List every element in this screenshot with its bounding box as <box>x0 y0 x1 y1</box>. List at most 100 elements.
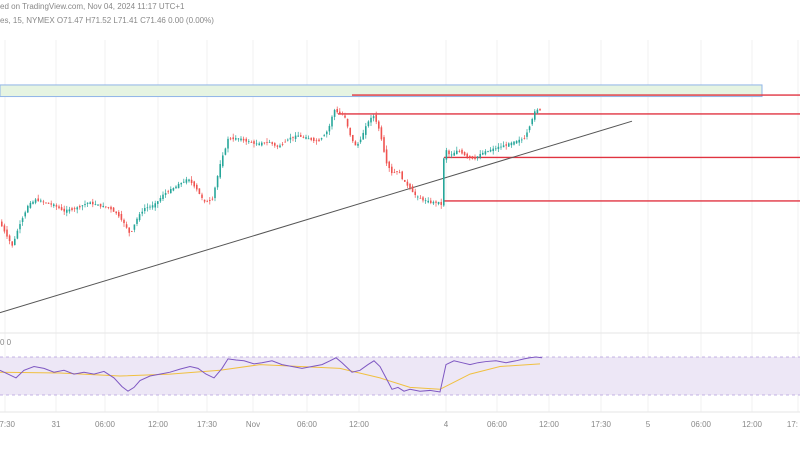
candle <box>242 136 245 143</box>
candle <box>84 200 86 208</box>
candle <box>383 135 385 153</box>
candle <box>422 196 424 203</box>
candle <box>396 171 398 175</box>
candle <box>453 150 455 156</box>
candle <box>435 200 437 207</box>
candle <box>313 136 315 144</box>
candle <box>263 142 266 145</box>
candle <box>71 206 73 212</box>
candle <box>458 149 461 153</box>
candle <box>352 134 354 143</box>
candle <box>8 234 11 245</box>
candle <box>417 195 419 201</box>
candle <box>274 142 276 148</box>
candle <box>151 201 154 210</box>
candle <box>232 133 234 142</box>
candle <box>237 137 240 142</box>
candle <box>37 194 39 202</box>
candle <box>466 152 468 159</box>
candle <box>513 141 515 146</box>
candle <box>284 139 286 143</box>
candle <box>336 106 338 114</box>
candle <box>159 195 162 203</box>
x-tick-label: 17:30 <box>197 420 218 429</box>
candle <box>203 199 206 204</box>
candle <box>253 139 255 148</box>
x-tick-label: 17:30 <box>0 420 16 429</box>
candle <box>6 226 8 239</box>
candle <box>68 206 71 214</box>
candle <box>346 118 349 129</box>
candle <box>1 219 3 227</box>
candle <box>469 155 471 161</box>
x-tick-label: 06:00 <box>691 420 712 429</box>
candle <box>110 205 112 213</box>
candle <box>323 133 325 137</box>
candle <box>123 218 125 227</box>
candle <box>349 127 351 137</box>
candle <box>294 132 297 142</box>
candle <box>497 143 500 152</box>
candle <box>209 197 211 205</box>
candle <box>430 197 432 205</box>
candle <box>414 188 416 198</box>
candle <box>141 208 143 217</box>
candle <box>222 152 224 168</box>
candle <box>276 144 279 150</box>
candle <box>365 122 367 139</box>
candle <box>367 120 370 128</box>
candle <box>333 108 336 121</box>
candle <box>206 199 208 203</box>
x-tick-label: 06:00 <box>95 420 116 429</box>
rsi-ma-line <box>0 363 541 390</box>
candle <box>536 108 539 115</box>
candle <box>105 206 107 209</box>
candle <box>432 200 435 206</box>
candle <box>328 123 331 136</box>
x-tick-label: 4 <box>444 420 449 429</box>
candle <box>331 115 333 130</box>
candle <box>63 205 65 215</box>
candle <box>120 210 123 222</box>
candle <box>198 188 201 195</box>
candle <box>133 224 136 233</box>
candle <box>406 179 409 189</box>
candle <box>409 182 411 191</box>
candle <box>229 137 232 141</box>
symbol-ohlc-line: es, 15, NYMEX O71.47 H71.52 L71.41 C71.4… <box>0 16 214 25</box>
candle <box>34 198 37 205</box>
candle <box>456 146 458 155</box>
candle <box>448 149 450 158</box>
candle <box>437 201 440 206</box>
candle <box>11 241 13 248</box>
x-tick-label: 12:00 <box>349 420 370 429</box>
candle <box>305 134 307 140</box>
candle <box>531 117 533 126</box>
candle <box>484 149 487 156</box>
candle <box>172 187 175 192</box>
x-tick-label: 12:00 <box>148 420 169 429</box>
candle <box>289 133 292 144</box>
candle <box>300 132 302 138</box>
candle <box>196 183 198 192</box>
candle <box>508 142 510 147</box>
candle <box>107 206 110 210</box>
candle <box>489 147 492 153</box>
candle <box>359 136 362 144</box>
supply-zone-rect[interactable] <box>0 84 763 98</box>
candle <box>315 138 318 145</box>
candle <box>250 140 253 143</box>
candle <box>167 189 169 195</box>
candle <box>401 170 403 181</box>
candle <box>227 136 229 153</box>
candle <box>482 150 484 156</box>
candle <box>125 221 128 229</box>
candle <box>505 141 507 150</box>
candle <box>495 145 497 151</box>
trendline[interactable] <box>0 120 633 314</box>
x-tick-label: Nov <box>246 420 260 429</box>
grid <box>4 40 799 412</box>
candlesticks <box>1 106 541 248</box>
candle <box>326 130 328 138</box>
